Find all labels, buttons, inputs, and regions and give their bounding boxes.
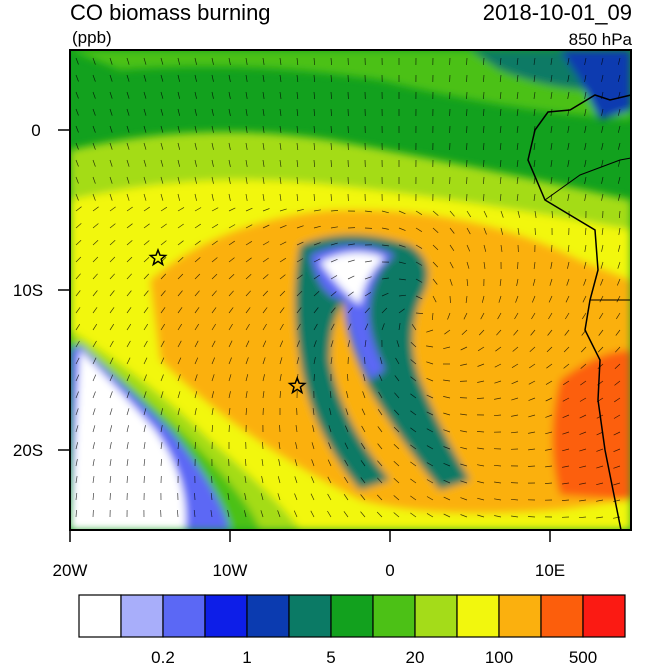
lon-tick-10e: 10E xyxy=(535,561,565,580)
colorbar-label-4: 100 xyxy=(485,648,513,667)
lon-tick-20w: 20W xyxy=(53,561,88,580)
timestamp: 2018-10-01_09 xyxy=(482,0,632,25)
colorbar-swatch xyxy=(204,594,248,638)
colorbar-swatch xyxy=(372,594,416,638)
star-marker-1 xyxy=(148,247,168,267)
lat-tick-10s: 10S xyxy=(13,281,43,300)
colorbar-swatch xyxy=(288,594,332,638)
colorbar-swatch xyxy=(330,594,374,638)
lat-tick-20s: 20S xyxy=(13,441,43,460)
colorbar-swatch xyxy=(582,594,626,638)
colorbar-swatch xyxy=(414,594,458,638)
colorbar-label-1: 1 xyxy=(242,648,251,667)
colorbar-label-0: 0.2 xyxy=(151,648,175,667)
africa-coastline xyxy=(527,94,632,531)
colorbar-swatch xyxy=(162,594,206,638)
lat-tick-0: 0 xyxy=(31,121,40,140)
map-title: CO biomass burning xyxy=(70,0,271,25)
colorbar-label-2: 5 xyxy=(326,648,335,667)
colorbar-swatch xyxy=(78,594,122,638)
star-marker-2 xyxy=(287,375,307,395)
units-label: (ppb) xyxy=(72,28,112,47)
colorbar-label-3: 20 xyxy=(406,648,425,667)
axis-ticks xyxy=(58,129,551,542)
colorbar-swatch xyxy=(498,594,542,638)
lon-tick-10w: 10W xyxy=(213,561,248,580)
lon-tick-0: 0 xyxy=(385,561,394,580)
colorbar xyxy=(78,594,626,638)
colorbar-swatch xyxy=(120,594,164,638)
co-field xyxy=(70,50,631,530)
pressure-level: 850 hPa xyxy=(568,30,632,49)
colorbar-swatch xyxy=(246,594,290,638)
colorbar-swatch xyxy=(540,594,584,638)
colorbar-label-5: 500 xyxy=(569,648,597,667)
colorbar-swatch xyxy=(456,594,500,638)
